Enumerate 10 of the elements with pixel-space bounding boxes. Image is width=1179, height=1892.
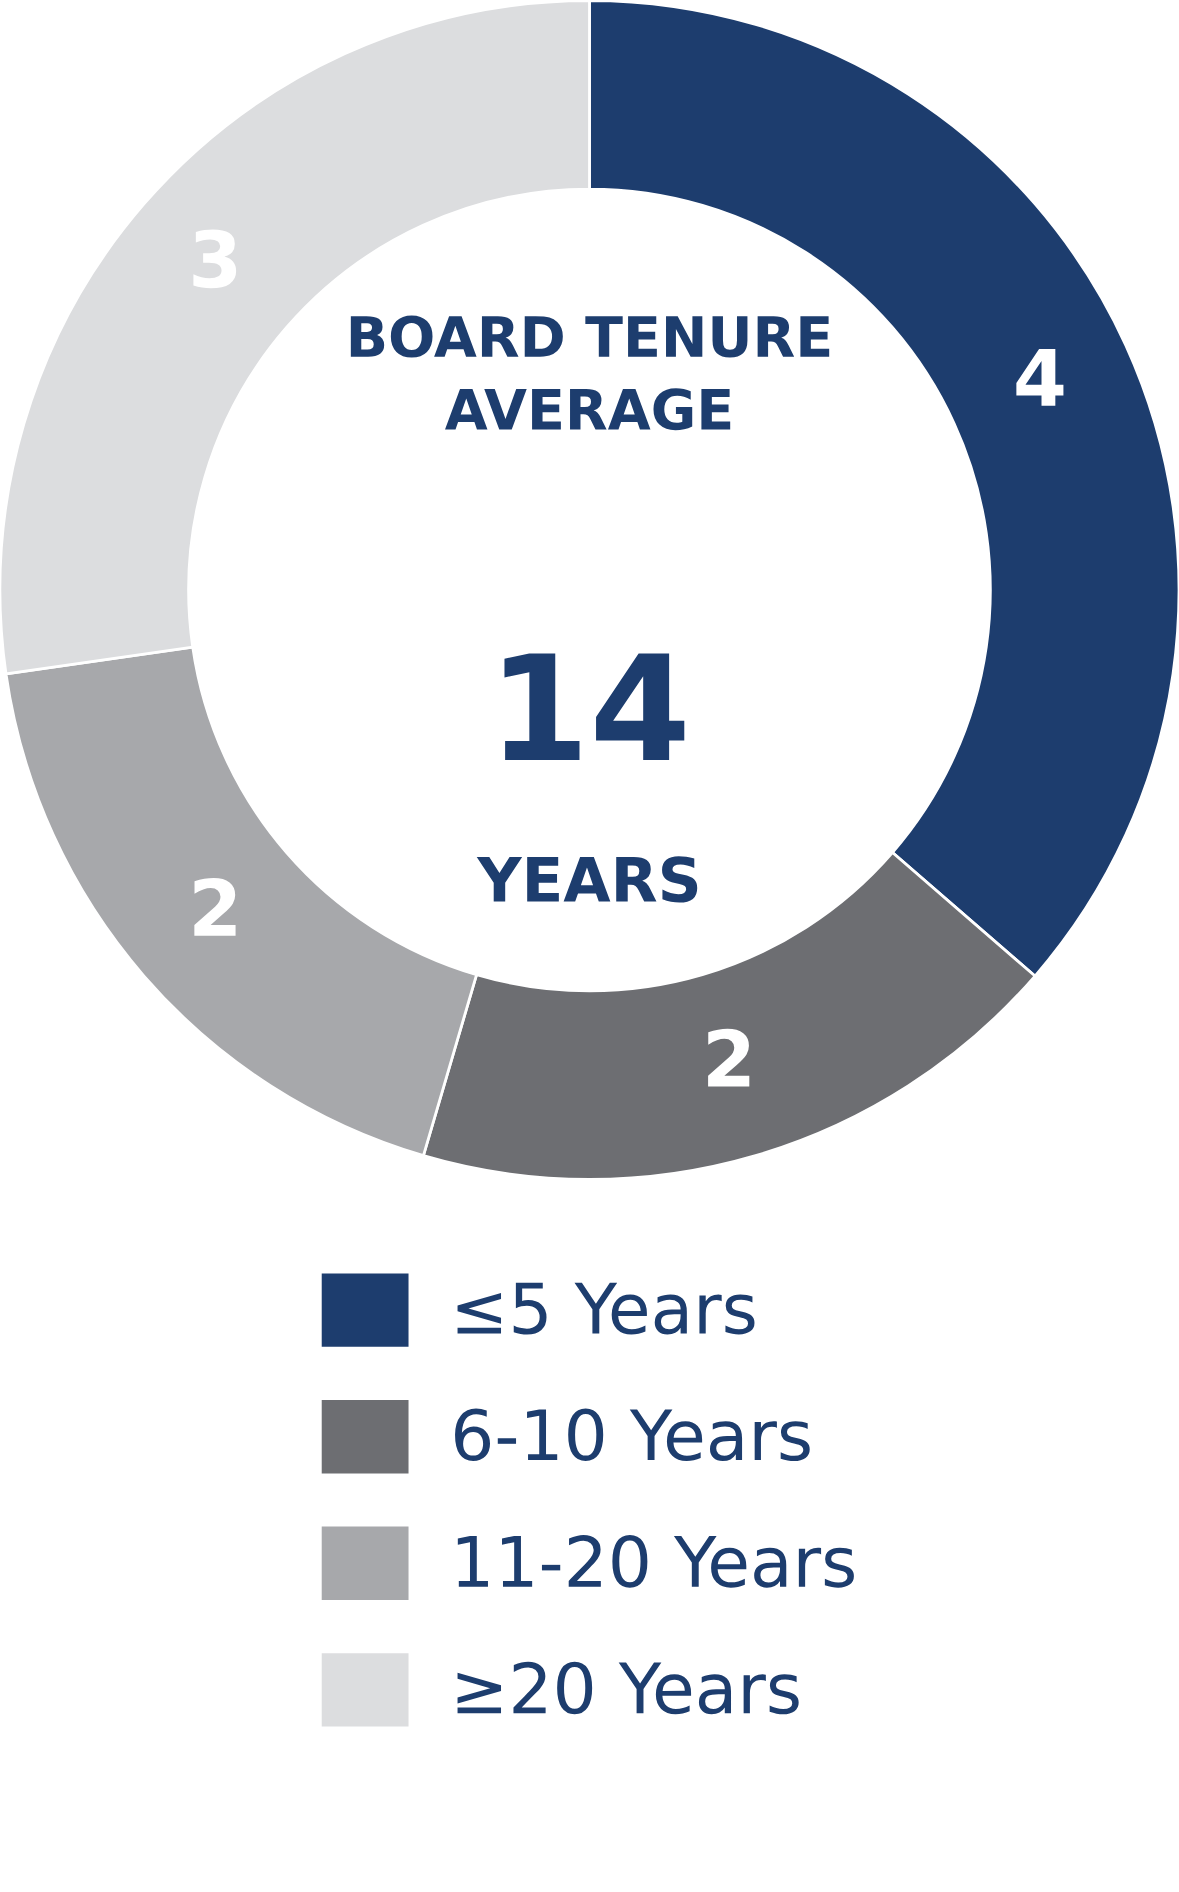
data-label: 2 — [708, 1028, 750, 1087]
legend-label: ≥20 Years — [457, 1661, 799, 1715]
data-label: 2 — [194, 878, 236, 936]
legend-label: 6-10 Years — [455, 1408, 810, 1462]
legend-label: ≤5 Years — [457, 1282, 755, 1335]
text: YEARS — [476, 856, 698, 903]
legend-label: 11-20 Years — [457, 1535, 854, 1588]
text: BOARD TENURE AVERAGE — [350, 315, 830, 431]
text: 14 — [504, 653, 685, 760]
data-label: 4 — [1016, 349, 1064, 406]
